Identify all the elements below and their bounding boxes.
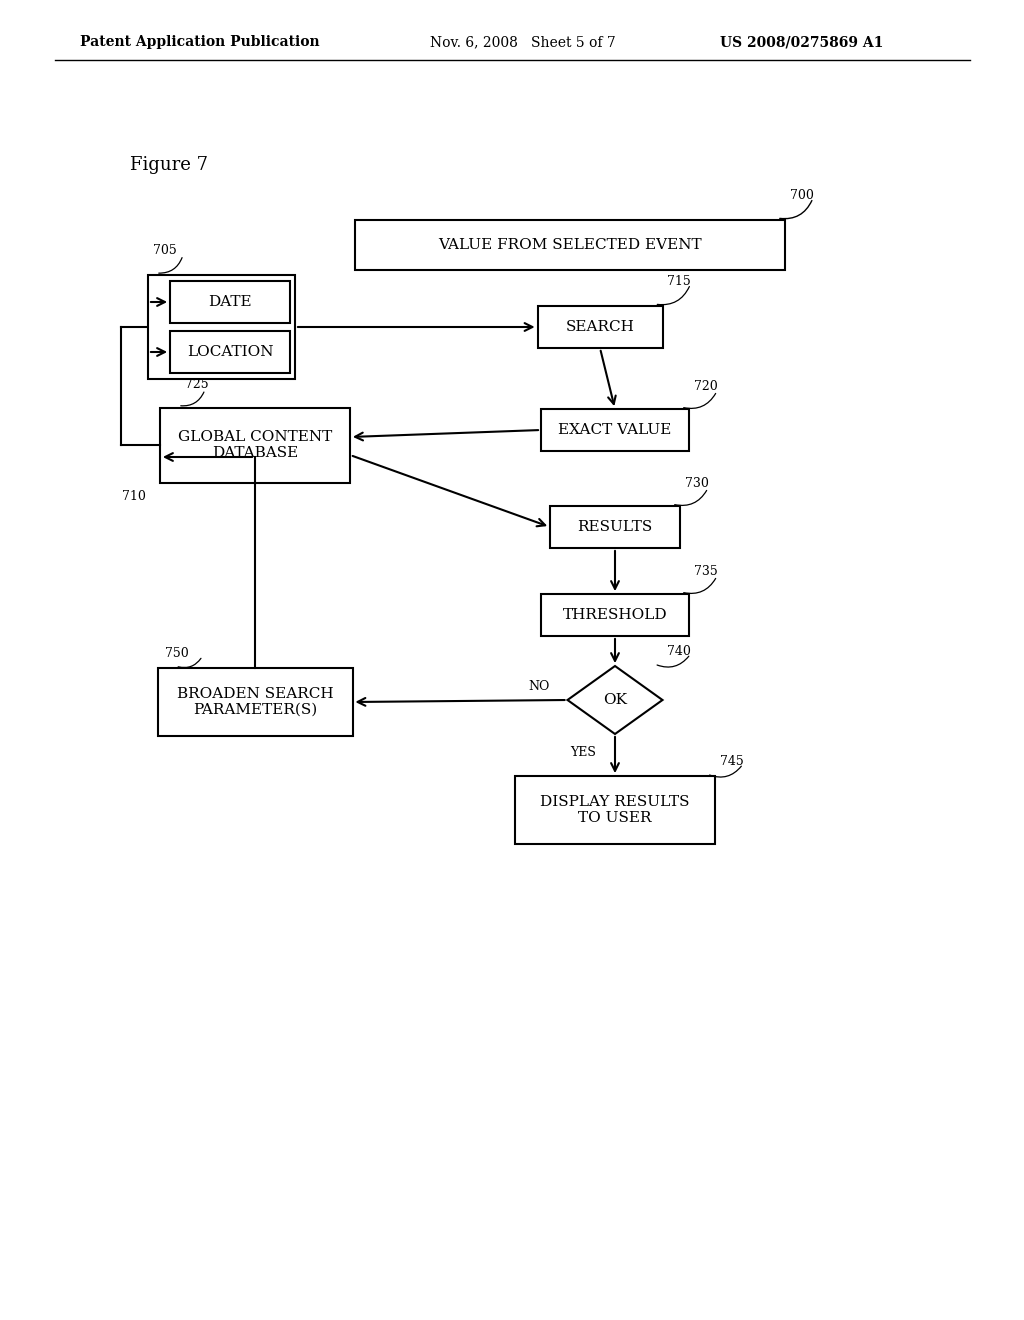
Text: 720: 720	[694, 380, 718, 393]
FancyBboxPatch shape	[538, 306, 663, 348]
Text: NO: NO	[528, 680, 550, 693]
Text: DATE: DATE	[208, 294, 252, 309]
FancyBboxPatch shape	[550, 506, 680, 548]
Text: LOCATION: LOCATION	[186, 345, 273, 359]
Text: US 2008/0275869 A1: US 2008/0275869 A1	[720, 36, 884, 49]
Text: Figure 7: Figure 7	[130, 156, 208, 174]
Polygon shape	[567, 667, 663, 734]
Text: 710: 710	[122, 491, 145, 503]
FancyBboxPatch shape	[160, 408, 350, 483]
Text: 740: 740	[668, 645, 691, 657]
FancyBboxPatch shape	[170, 331, 290, 374]
Text: YES: YES	[570, 746, 596, 759]
Text: BROADEN SEARCH
PARAMETER(S): BROADEN SEARCH PARAMETER(S)	[177, 686, 334, 717]
FancyBboxPatch shape	[355, 220, 785, 271]
Text: 735: 735	[694, 565, 718, 578]
Text: 700: 700	[790, 189, 814, 202]
Text: GLOBAL CONTENT
DATABASE: GLOBAL CONTENT DATABASE	[178, 430, 332, 461]
Text: THRESHOLD: THRESHOLD	[562, 609, 668, 622]
Text: 750: 750	[166, 647, 189, 660]
FancyBboxPatch shape	[158, 668, 352, 737]
Text: 715: 715	[668, 275, 691, 288]
Text: RESULTS: RESULTS	[578, 520, 652, 535]
Text: 745: 745	[720, 755, 743, 768]
Text: VALUE FROM SELECTED EVENT: VALUE FROM SELECTED EVENT	[438, 238, 701, 252]
Text: Patent Application Publication: Patent Application Publication	[80, 36, 319, 49]
Text: EXACT VALUE: EXACT VALUE	[558, 422, 672, 437]
Text: 705: 705	[153, 244, 177, 257]
Text: DISPLAY RESULTS
TO USER: DISPLAY RESULTS TO USER	[541, 795, 690, 825]
FancyBboxPatch shape	[541, 594, 689, 636]
Text: 725: 725	[185, 379, 209, 392]
FancyBboxPatch shape	[541, 409, 689, 451]
Text: SEARCH: SEARCH	[565, 319, 635, 334]
Text: 730: 730	[685, 477, 709, 490]
FancyBboxPatch shape	[170, 281, 290, 323]
Text: OK: OK	[603, 693, 627, 708]
FancyBboxPatch shape	[515, 776, 715, 843]
Text: Nov. 6, 2008   Sheet 5 of 7: Nov. 6, 2008 Sheet 5 of 7	[430, 36, 615, 49]
